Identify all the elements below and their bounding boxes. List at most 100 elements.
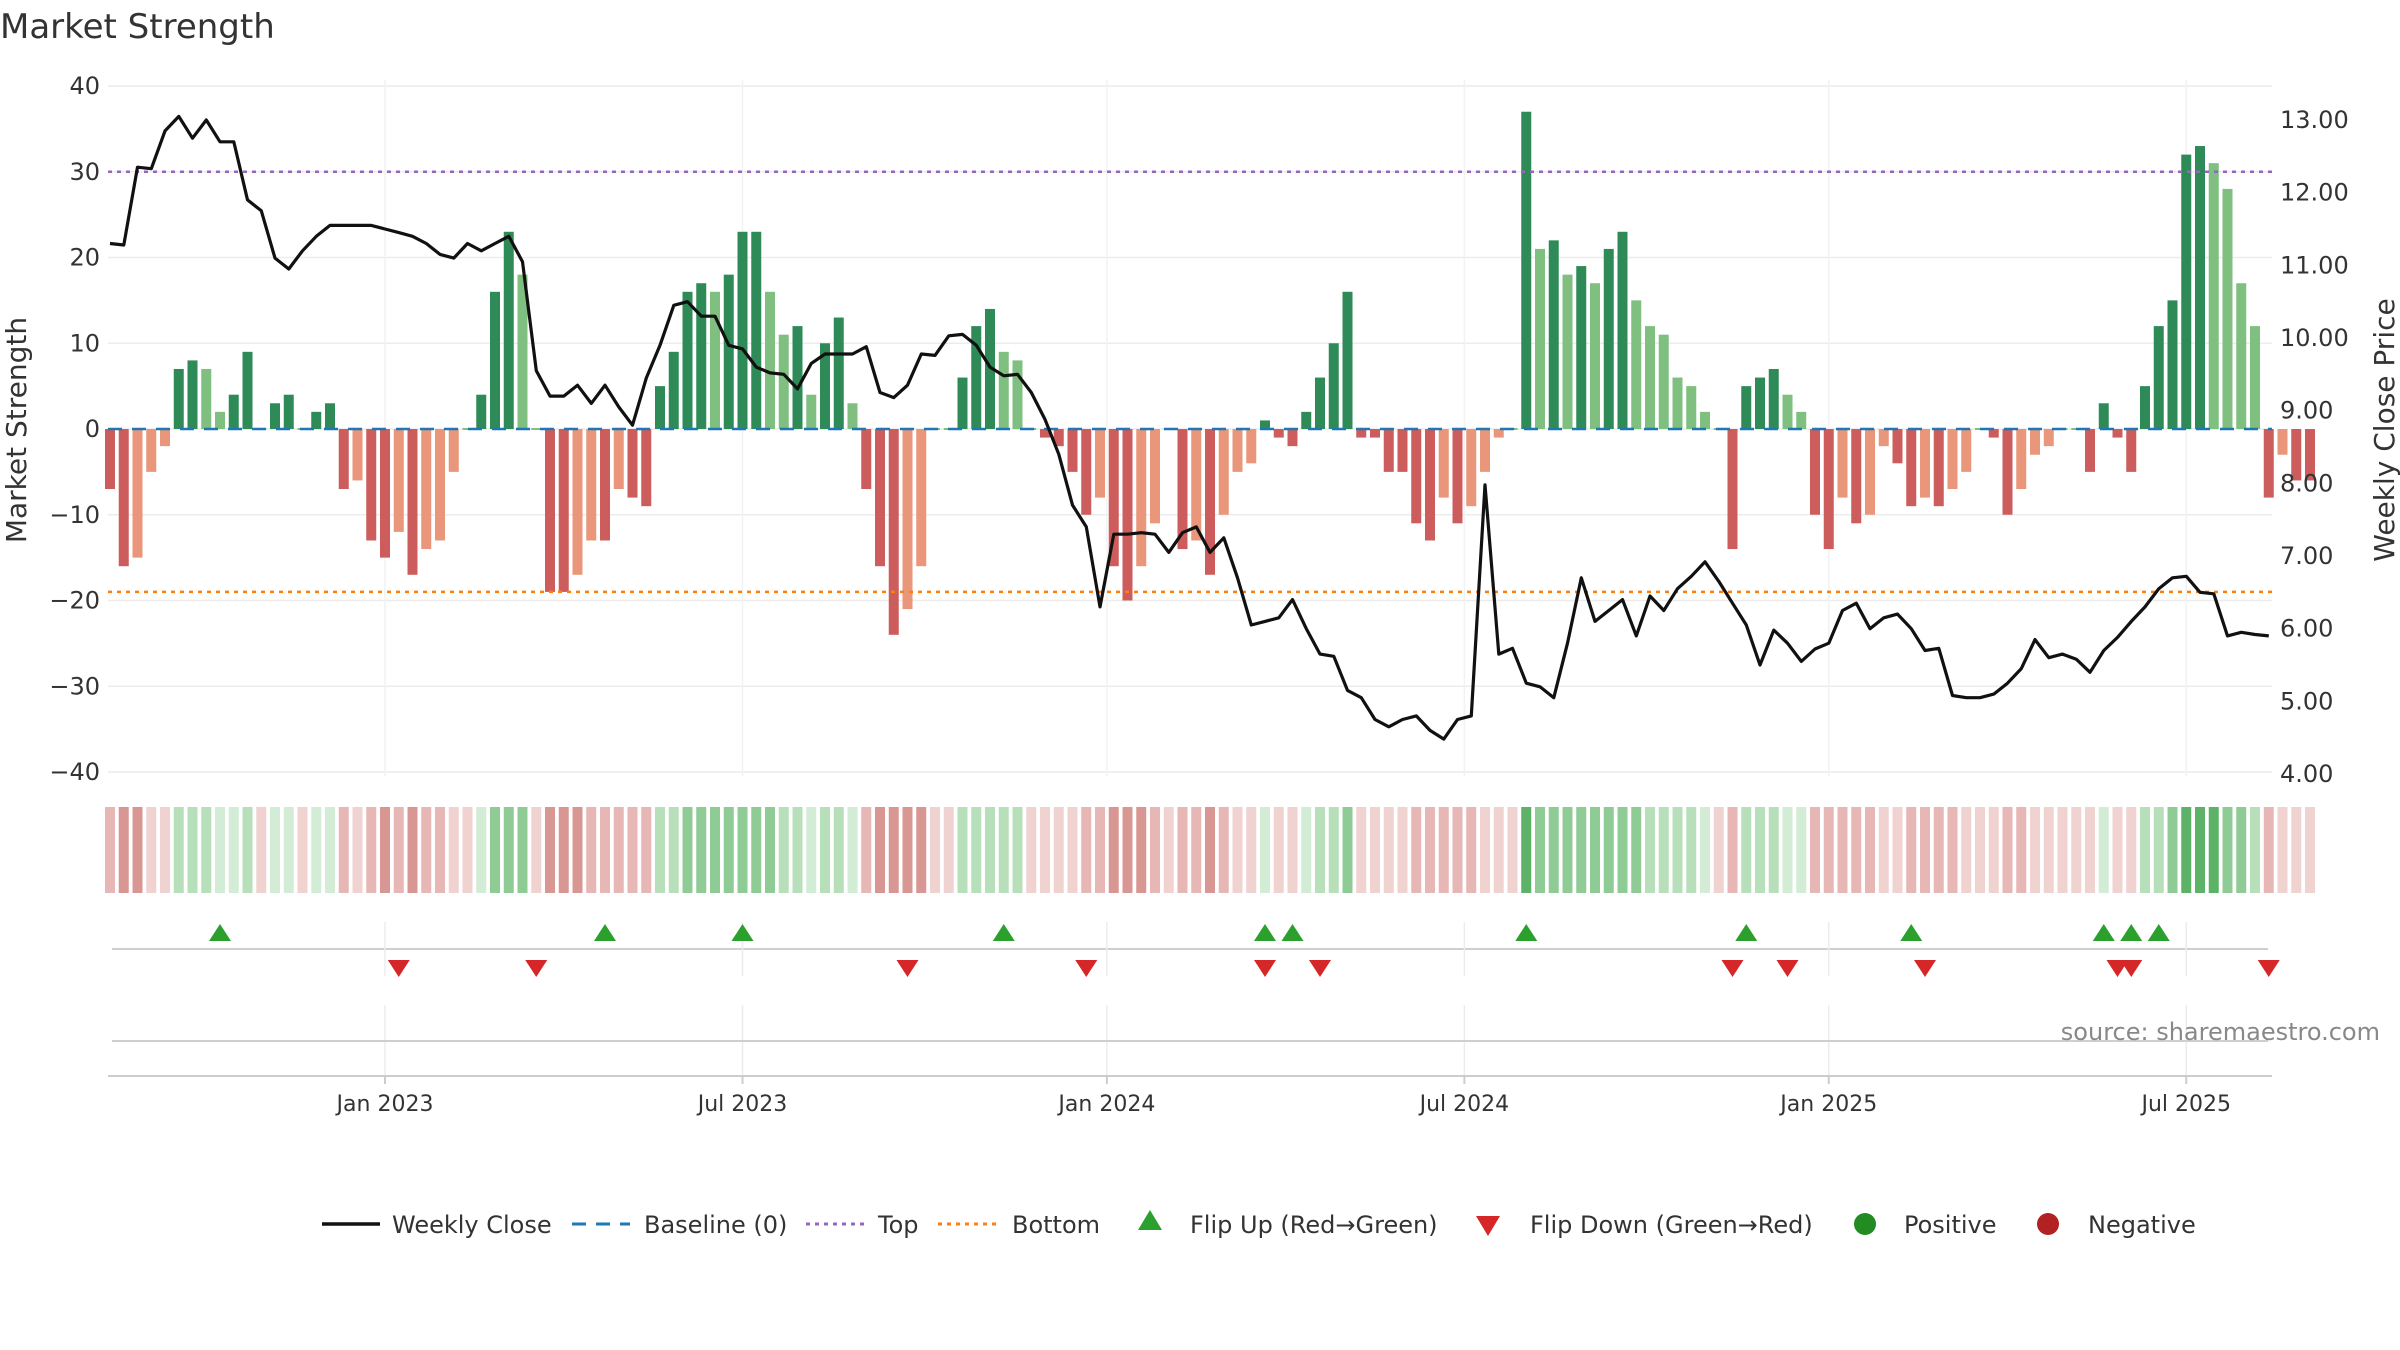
legend-item-flip_up: Flip Up (Red→Green): [1138, 1210, 1438, 1239]
strength-bar: [971, 326, 982, 429]
regime-band: [1631, 807, 1642, 893]
legend-label: Flip Down (Green→Red): [1530, 1211, 1813, 1239]
strength-bar: [2098, 403, 2109, 429]
strength-bar: [765, 291, 775, 429]
regime-band: [1493, 807, 1504, 893]
strength-bar: [1755, 377, 1765, 429]
strength-bar: [2236, 283, 2247, 429]
regime-band: [600, 807, 610, 893]
y2-tick-label: 6.00: [2280, 615, 2333, 643]
regime-band: [792, 807, 803, 893]
regime-band: [242, 807, 253, 893]
strength-bar: [1383, 429, 1394, 472]
regime-band: [1906, 807, 1917, 893]
regime-band: [888, 807, 899, 893]
weekly-close-series: [109, 114, 2269, 741]
y-tick-label: −40: [49, 758, 100, 786]
regime-band: [2250, 807, 2260, 893]
strength-bar: [462, 428, 473, 430]
y-tick-label: −20: [49, 587, 100, 615]
regime-band: [998, 807, 1009, 893]
source-note: source: sharemaestro.com: [2061, 1018, 2380, 1046]
strength-bar: [1053, 429, 1064, 447]
strength-bar: [1590, 283, 1600, 429]
flip-up-marker: [2120, 924, 2143, 941]
strength-bar: [1768, 368, 1779, 429]
regime-band: [1205, 807, 1215, 893]
regime-band: [173, 807, 184, 893]
regime-band: [751, 807, 762, 893]
strength-bar: [1356, 429, 1367, 438]
regime-band: [531, 807, 542, 893]
regime-band: [297, 807, 308, 893]
flip-up-marker: [992, 924, 1015, 941]
strength-bar: [1700, 411, 1710, 429]
regime-band: [132, 807, 143, 893]
strength-bar: [1672, 377, 1683, 429]
y2-tick-label: 5.00: [2280, 687, 2333, 715]
regime-band: [820, 807, 830, 893]
y-tick-label: 0: [85, 415, 100, 443]
strength-bar: [1865, 429, 1875, 515]
legend-item-close: Weekly Close: [322, 1211, 552, 1239]
legend-label: Top: [877, 1211, 919, 1239]
strength-bar: [806, 394, 817, 429]
legend-label: Bottom: [1012, 1211, 1100, 1239]
legend-item-baseline: Baseline (0): [572, 1211, 787, 1239]
regime-band: [2277, 807, 2288, 893]
regime-band: [215, 807, 225, 893]
strength-bar: [352, 429, 363, 481]
regime-band: [1892, 807, 1903, 893]
regime-band: [490, 807, 500, 893]
strength-bar: [2030, 429, 2040, 455]
x-tick-label: Jul 2023: [696, 1092, 788, 1117]
strength-bar: [1301, 411, 1312, 429]
legend-label: Weekly Close: [392, 1211, 552, 1239]
regime-band: [2071, 807, 2082, 893]
strength-bar: [1273, 429, 1284, 438]
strength-bar: [1081, 429, 1092, 515]
flip-down-marker: [896, 960, 919, 977]
regime-band: [1741, 807, 1752, 893]
regime-band: [558, 807, 569, 893]
regime-band: [1452, 807, 1463, 893]
regime-band: [1383, 807, 1394, 893]
strength-bar: [792, 326, 803, 429]
regime-band: [283, 807, 294, 893]
strength-bar: [1851, 429, 1862, 524]
regime-band: [875, 807, 885, 893]
y2-tick-label: 7.00: [2280, 542, 2333, 570]
legend-item-positive: Positive: [1854, 1211, 1997, 1239]
strength-bar: [682, 291, 693, 429]
legend-label: Baseline (0): [644, 1211, 787, 1239]
regime-band: [861, 807, 872, 893]
regime-band: [1081, 807, 1092, 893]
regime-band: [2181, 807, 2192, 893]
legend-swatch-flip-down: [1476, 1216, 1500, 1236]
regime-band: [2112, 807, 2123, 893]
strength-bar: [820, 343, 830, 429]
flip-up-marker: [1281, 924, 1304, 941]
regime-band: [1975, 807, 1985, 893]
strength-bar: [1342, 291, 1353, 429]
regime-band: [1837, 807, 1848, 893]
lower-panel: [112, 1005, 2268, 1076]
strength-bar: [710, 291, 720, 429]
strength-bar: [531, 428, 542, 430]
regime-band: [2098, 807, 2109, 893]
reference-lines: [108, 170, 2272, 594]
strength-bar: [393, 429, 404, 532]
flip-markers-panel: [112, 922, 2280, 977]
regime-band: [2153, 807, 2164, 893]
regime-band: [1328, 807, 1339, 893]
legend: Weekly Close Baseline (0) Top Bottom Flip Up…: [322, 1210, 2196, 1239]
strength-bar: [1631, 300, 1642, 429]
strength-bar: [1466, 429, 1477, 507]
regime-band: [2002, 807, 2013, 893]
x-axis: Jan 2023 Jul 2023 Jan 2024 Jul 2024 Jan 2025…: [108, 1075, 2272, 1117]
regime-band: [668, 807, 679, 893]
flip-down-marker: [2257, 960, 2280, 977]
regime-band: [1920, 807, 1930, 893]
strength-bar: [1067, 429, 1078, 472]
strength-bar: [2277, 429, 2288, 455]
